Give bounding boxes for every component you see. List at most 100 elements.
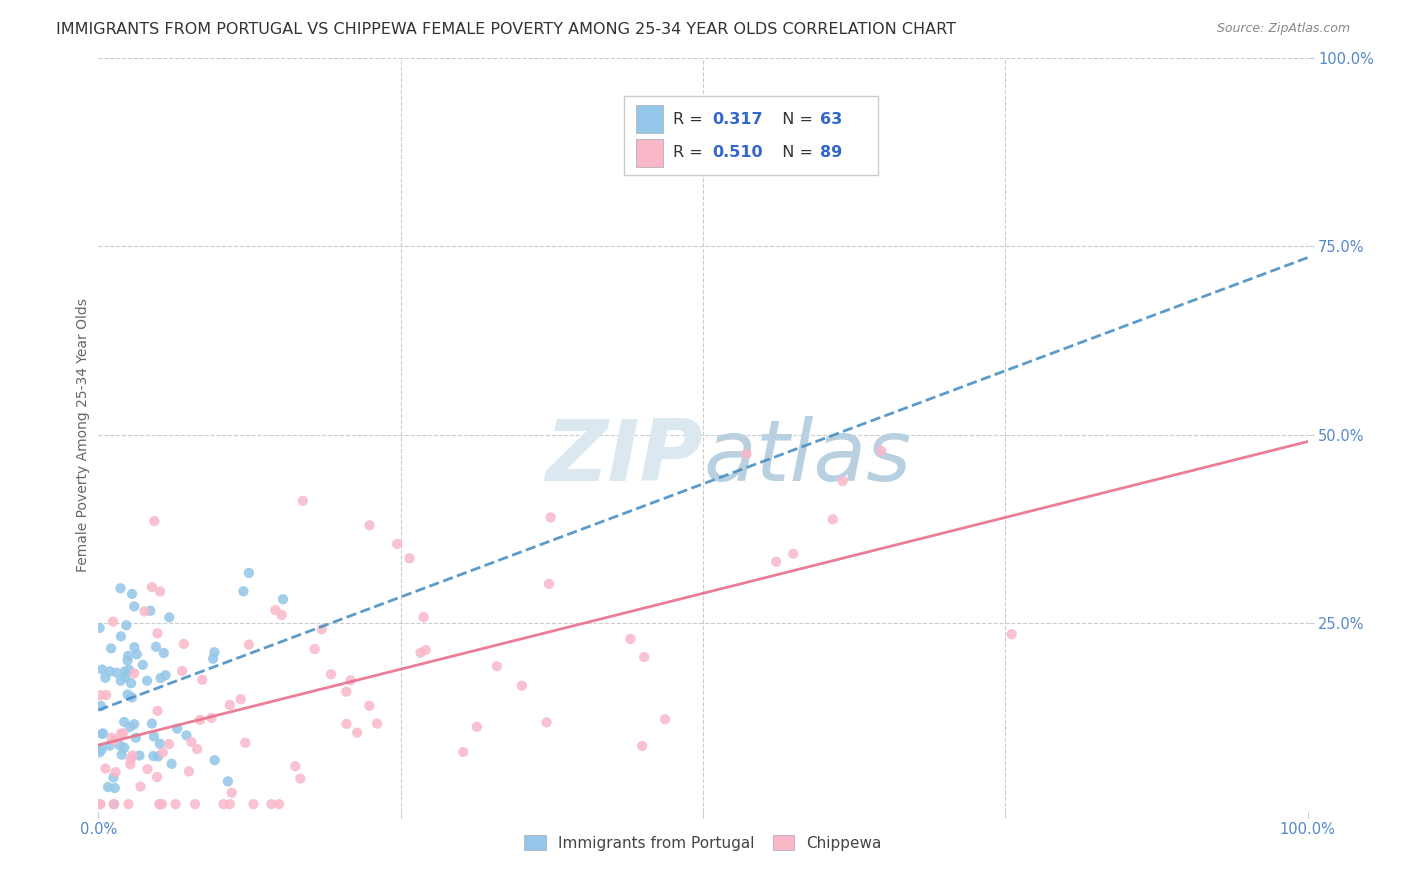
Point [89,621,111,635]
Point [291,493,314,508]
Point [91,663,114,677]
Point [149,671,172,685]
Point [146,770,169,784]
Text: Source: ZipAtlas.com: Source: ZipAtlas.com [1216,22,1350,36]
Point [157,610,180,624]
Point [128,748,150,763]
Point [134,604,156,618]
Point [173,637,195,651]
Point [91,727,114,741]
Point [540,510,562,524]
Point [125,731,148,745]
Point [132,657,155,672]
Point [111,726,134,740]
Point [104,780,127,795]
Point [94,762,117,776]
Point [149,584,172,599]
Point [145,640,167,654]
Point [186,742,208,756]
Point [114,670,136,684]
Point [177,764,200,779]
Point [117,688,139,702]
Point [108,738,131,752]
Point [121,690,143,705]
Point [264,603,287,617]
Point [271,592,294,607]
Point [619,632,641,646]
Point [735,447,758,461]
Point [124,640,146,655]
Point [870,443,893,458]
Point [114,665,136,679]
Point [149,797,172,812]
Point [339,673,361,688]
Point [136,673,159,688]
Point [110,726,132,740]
Point [233,736,256,750]
Point [90,698,112,713]
Point [117,648,139,663]
Point [141,580,163,594]
Point [150,797,173,812]
Point [165,797,187,812]
FancyBboxPatch shape [637,104,664,133]
Text: 0.510: 0.510 [713,145,763,161]
Point [221,786,243,800]
Point [142,749,165,764]
Point [160,756,183,771]
Point [267,797,290,812]
Point [346,725,368,739]
Text: 89: 89 [820,145,842,161]
Point [97,780,120,794]
Point [117,653,139,667]
Point [218,698,240,712]
Point [89,745,111,759]
Point [242,797,264,812]
Point [136,762,159,776]
Point [537,577,560,591]
Point [398,551,420,566]
Point [94,671,117,685]
Point [110,673,132,688]
Point [118,720,141,734]
Point [105,665,128,680]
Y-axis label: Female Poverty Among 25-34 Year Olds: Female Poverty Among 25-34 Year Olds [76,298,90,572]
Point [412,610,434,624]
Point [103,771,125,785]
Point [117,797,139,812]
FancyBboxPatch shape [624,95,879,175]
Point [536,715,558,730]
Point [166,722,188,736]
Point [139,604,162,618]
Point [141,716,163,731]
Point [100,641,122,656]
Point [184,797,207,812]
Text: IMMIGRANTS FROM PORTUGAL VS CHIPPEWA FEMALE POVERTY AMONG 25-34 YEAR OLDS CORREL: IMMIGRANTS FROM PORTUGAL VS CHIPPEWA FEM… [56,22,956,37]
Point [359,698,381,713]
Point [89,688,111,702]
Point [121,748,143,763]
Point [191,673,214,687]
Point [122,717,145,731]
Point [204,753,226,767]
Point [118,663,141,677]
Point [238,566,260,580]
Text: N =: N = [772,112,818,127]
Point [143,730,166,744]
Point [129,780,152,794]
Point [451,745,474,759]
Point [782,547,804,561]
Point [238,638,260,652]
Point [765,555,787,569]
Text: 63: 63 [820,112,842,127]
Point [335,716,357,731]
Point [385,537,408,551]
Text: 0.317: 0.317 [713,112,763,127]
Point [204,645,226,659]
Point [89,797,111,812]
Point [319,667,342,681]
Point [232,584,254,599]
Point [654,712,676,726]
Point [510,679,533,693]
Point [415,643,437,657]
